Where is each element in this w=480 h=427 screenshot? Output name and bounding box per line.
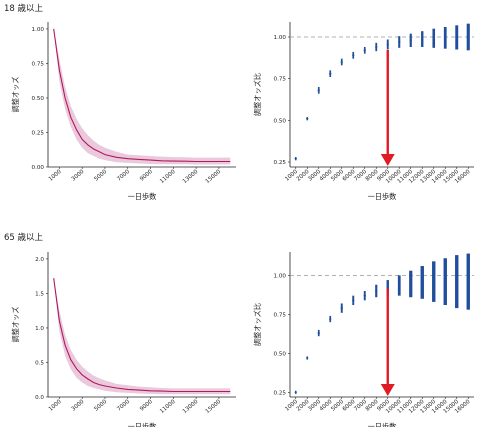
error-bar bbox=[455, 255, 459, 309]
data-point bbox=[352, 54, 355, 57]
y-tick-label: 0.5 bbox=[35, 360, 44, 366]
data-point bbox=[329, 317, 332, 321]
data-point bbox=[294, 157, 297, 160]
y-tick-label: 0.75 bbox=[274, 77, 287, 83]
y-tick-label: 0.50 bbox=[274, 351, 287, 357]
data-point bbox=[363, 294, 366, 297]
x-tick-label: 13000 bbox=[182, 169, 200, 185]
odds-curve bbox=[53, 28, 231, 163]
data-point bbox=[455, 278, 458, 282]
y-tick-label: 0.0 bbox=[35, 395, 44, 401]
data-point bbox=[306, 356, 309, 360]
y-tick-label: 1.00 bbox=[32, 27, 45, 33]
x-tick-label: 13000 bbox=[182, 399, 200, 415]
data-point bbox=[386, 43, 389, 46]
data-point bbox=[294, 391, 297, 394]
x-tick-label: 11000 bbox=[159, 399, 177, 415]
data-point bbox=[317, 89, 320, 92]
x-axis-label: 一日歩数 bbox=[368, 422, 397, 427]
data-point bbox=[444, 36, 447, 39]
y-tick-label: 1.0 bbox=[35, 326, 44, 332]
chart-panel-ratio-65: 0.250.500.751.00100020003000400050006000… bbox=[253, 252, 474, 427]
data-point bbox=[432, 37, 435, 40]
confidence-band bbox=[53, 278, 231, 395]
y-axis-label: 調整オッズ比 bbox=[253, 73, 262, 116]
x-tick-label: 1000 bbox=[48, 399, 63, 413]
x-axis-label: 一日歩数 bbox=[128, 422, 157, 427]
data-point bbox=[432, 280, 435, 283]
arrow-head bbox=[380, 384, 395, 396]
x-axis-label: 一日歩数 bbox=[128, 192, 157, 201]
y-tick-label: 1.5 bbox=[35, 291, 44, 297]
y-tick-label: 0.50 bbox=[274, 118, 287, 124]
y-tick-label: 0.50 bbox=[32, 96, 45, 102]
data-point bbox=[375, 45, 378, 49]
data-point bbox=[455, 35, 458, 39]
x-tick-label: 15000 bbox=[205, 169, 223, 185]
chart-panel-odds-65: 0.0 0.5 1.0 1.5 2.0 1000 3000 5000 7000 9000 11000… bbox=[11, 252, 236, 427]
data-point bbox=[398, 284, 401, 287]
x-tick-label: 9000 bbox=[139, 399, 154, 413]
x-tick-label: 9000 bbox=[139, 169, 154, 183]
data-point bbox=[306, 117, 309, 120]
x-tick-label: 3000 bbox=[71, 399, 86, 413]
x-tick-label: 11000 bbox=[159, 169, 177, 185]
chart-panel-ratio-18: 0.250.500.751.00100020003000400050006000… bbox=[253, 22, 474, 201]
y-tick-label: 0.75 bbox=[274, 312, 287, 318]
data-point bbox=[375, 289, 378, 293]
data-point bbox=[409, 39, 412, 42]
data-point bbox=[398, 40, 401, 44]
x-tick-label: 5000 bbox=[93, 169, 108, 183]
y-tick-label: 1.00 bbox=[274, 35, 287, 41]
x-tick-label: 15000 bbox=[205, 399, 223, 415]
y-tick-label: 2.0 bbox=[35, 257, 44, 263]
y-tick-label: 0.75 bbox=[32, 61, 45, 67]
chart-panel-odds-18: 0.00 0.25 0.50 0.75 1.00 1000 3000 5000 7000 9000… bbox=[11, 22, 236, 201]
data-point bbox=[317, 331, 320, 335]
confidence-band bbox=[53, 28, 231, 165]
x-tick-label: 5000 bbox=[93, 399, 108, 413]
y-axis-label: 調整オッズ bbox=[11, 77, 20, 113]
data-point bbox=[467, 35, 470, 39]
error-bar bbox=[466, 253, 470, 310]
x-tick-label: 1000 bbox=[48, 169, 63, 183]
y-tick-label: 0.00 bbox=[32, 165, 45, 171]
y-tick-label: 0.25 bbox=[274, 160, 287, 166]
data-point bbox=[467, 278, 470, 281]
section-title-65: 65 歳以上 bbox=[4, 233, 44, 243]
data-point bbox=[421, 38, 424, 41]
arrow-head bbox=[380, 154, 395, 166]
data-point bbox=[409, 282, 412, 286]
x-tick-label: 7000 bbox=[116, 399, 131, 413]
x-tick-label: 7000 bbox=[116, 169, 131, 183]
y-axis-label: 調整オッズ比 bbox=[253, 303, 262, 346]
x-tick-label: 3000 bbox=[71, 169, 86, 183]
y-tick-label: 0.25 bbox=[274, 390, 287, 396]
data-point bbox=[340, 307, 343, 310]
y-tick-label: 1.00 bbox=[274, 273, 287, 279]
odds-curve bbox=[53, 278, 231, 393]
data-point bbox=[421, 281, 424, 284]
data-point bbox=[340, 60, 343, 64]
y-axis-label: 調整オッズ bbox=[11, 307, 20, 343]
y-tick-label: 0.25 bbox=[32, 130, 45, 136]
section-title-18: 18 歳以上 bbox=[4, 4, 44, 14]
data-point bbox=[363, 49, 366, 52]
data-point bbox=[329, 72, 332, 75]
data-point bbox=[352, 299, 355, 302]
x-axis-label: 一日歩数 bbox=[368, 192, 397, 201]
data-point bbox=[444, 279, 447, 282]
